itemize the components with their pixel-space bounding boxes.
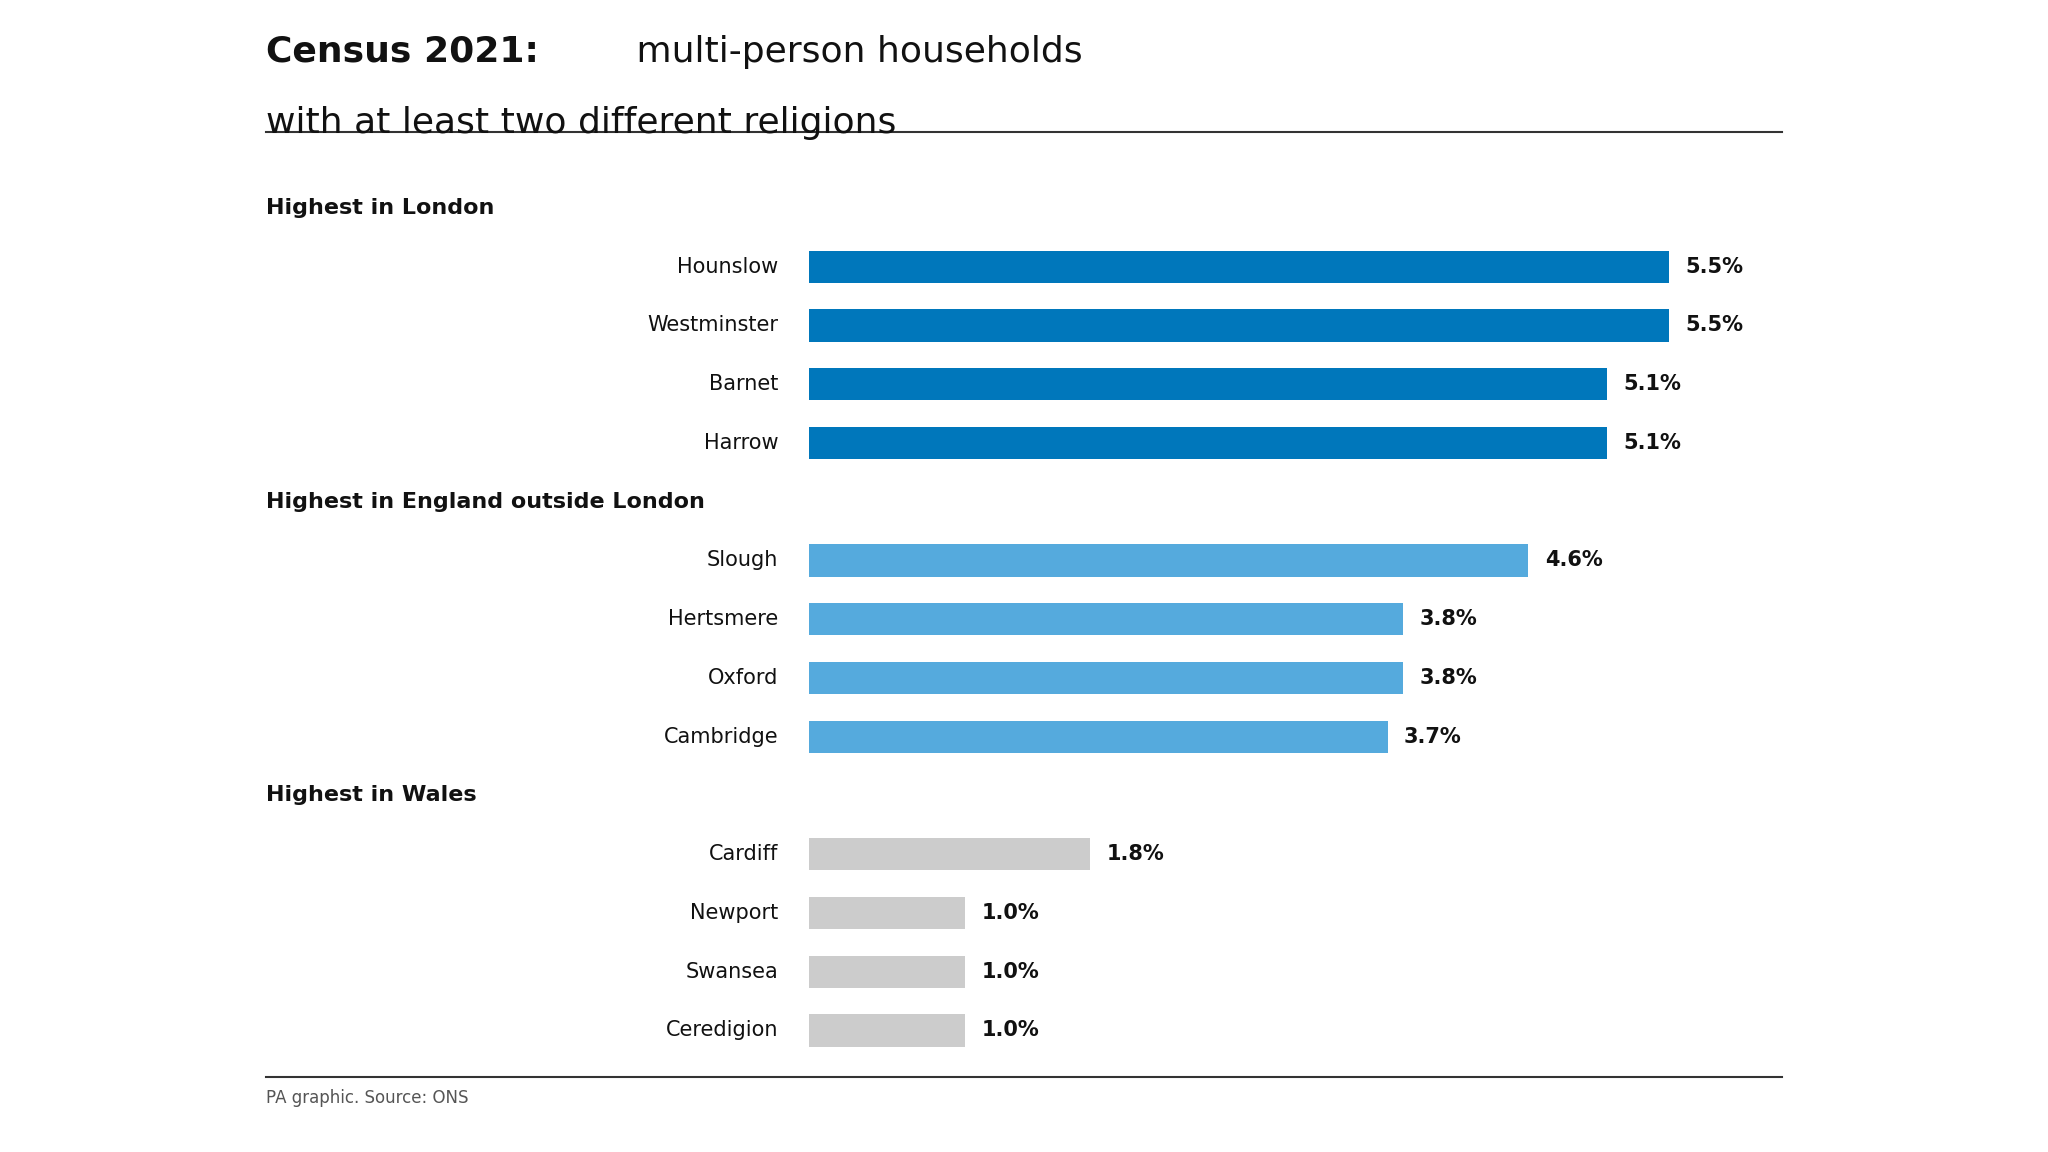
Text: 1.0%: 1.0% [981, 962, 1040, 982]
Text: PA graphic. Source: ONS: PA graphic. Source: ONS [266, 1089, 469, 1107]
Text: Westminster: Westminster [647, 316, 778, 335]
Text: multi-person households: multi-person households [625, 35, 1081, 69]
Text: 5.1%: 5.1% [1622, 433, 1681, 453]
Text: 5.5%: 5.5% [1686, 316, 1743, 335]
Text: Highest in England outside London: Highest in England outside London [266, 492, 705, 511]
Text: Cardiff: Cardiff [709, 844, 778, 864]
Text: Hertsmere: Hertsmere [668, 609, 778, 629]
Text: 3.8%: 3.8% [1419, 609, 1477, 629]
Text: 3.7%: 3.7% [1405, 727, 1462, 746]
Text: 3.8%: 3.8% [1419, 668, 1477, 688]
Text: Ceredigion: Ceredigion [666, 1021, 778, 1040]
Text: Hounslow: Hounslow [678, 257, 778, 276]
Text: 4.6%: 4.6% [1544, 551, 1602, 570]
Text: 5.5%: 5.5% [1686, 257, 1743, 276]
Text: 5.1%: 5.1% [1622, 374, 1681, 394]
Text: Barnet: Barnet [709, 374, 778, 394]
Text: 1.8%: 1.8% [1106, 844, 1165, 864]
Text: Census 2021:: Census 2021: [266, 35, 539, 69]
Text: Highest in Wales: Highest in Wales [266, 786, 477, 805]
Text: Highest in London: Highest in London [266, 198, 496, 218]
Text: Cambridge: Cambridge [664, 727, 778, 746]
Text: Swansea: Swansea [686, 962, 778, 982]
Text: Harrow: Harrow [705, 433, 778, 453]
Text: with at least two different religions: with at least two different religions [266, 106, 897, 141]
Text: 1.0%: 1.0% [981, 903, 1040, 923]
Text: Slough: Slough [707, 551, 778, 570]
Text: 1.0%: 1.0% [981, 1021, 1040, 1040]
Text: Newport: Newport [690, 903, 778, 923]
Text: Oxford: Oxford [709, 668, 778, 688]
